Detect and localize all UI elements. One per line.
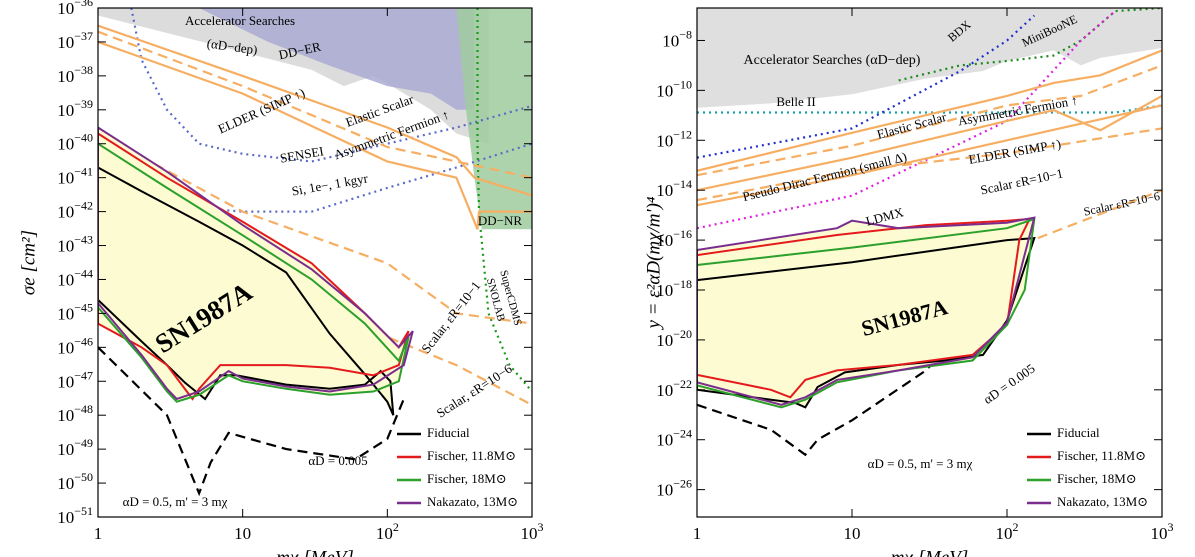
y-tick-label: 10−51 [57, 504, 93, 527]
constraint-curve [697, 64, 1162, 177]
y-tick-label: 10−14 [656, 177, 692, 200]
constraint-curve [697, 127, 1162, 202]
annotation: Belle II [776, 94, 815, 109]
constraint-curve [697, 104, 1162, 207]
y-tick-label: 10−18 [656, 277, 692, 300]
contour [697, 217, 1036, 409]
constraint-curve [697, 94, 1162, 192]
annotation: (αD−dep) [206, 36, 259, 58]
plot-frame [97, 7, 533, 518]
y-tick-label: 10−8 [662, 27, 692, 50]
annotation: Scalar, εR=10−1 [418, 278, 483, 356]
annotation: DD−NR [478, 213, 522, 228]
annotation: αD = 0.5, m' = 3 mχ [868, 456, 973, 471]
contour [98, 126, 414, 401]
panel: 1 10 102 103 10−36 10−37 10−38 10−39 10−40 10−41 1… [18, 0, 543, 557]
y-axis-label: y = ε²αD(mχ/m')⁴ [643, 196, 664, 330]
constraint-curve [476, 8, 532, 393]
constraint-curve [697, 49, 1162, 172]
plot-area [98, 8, 532, 497]
y-tick-label: 10−48 [57, 402, 93, 425]
annotation: Asymmetric Fermion ↑ [957, 93, 1079, 129]
y-tick-label: 10−38 [57, 63, 93, 86]
annotation: Si, 1e−, 1 kgyr [291, 170, 370, 198]
panel: 1 10 102 103 10−8 10−10 10−12 10−14 10−16 10−18 10… [643, 7, 1174, 557]
y-tick-label: 10−44 [57, 266, 93, 289]
excluded-region [456, 8, 532, 230]
annotation: Accelerator Searches [185, 13, 295, 28]
x-tick-label: 1 [693, 524, 702, 543]
x-tick-label: 102 [376, 520, 399, 543]
x-tick-label: 10 [234, 524, 251, 543]
y-tick-label: 10−26 [656, 476, 692, 499]
constraint-curve [697, 189, 1162, 326]
y-tick-label: 10−42 [57, 198, 93, 221]
annotation: αD = 0.005 [308, 453, 367, 468]
constraint-curve [898, 8, 1162, 82]
y-axis-label: σe [cm²] [18, 230, 39, 295]
contour [98, 132, 410, 401]
excluded-region [199, 8, 475, 110]
contour [98, 166, 395, 416]
legend-label: Nakazato, 13M⊙ [1057, 494, 1148, 509]
y-tick-label: 10−37 [57, 29, 93, 52]
y-tick-label: 10−20 [656, 327, 692, 350]
constraint-curve [98, 24, 532, 197]
y-tick-label: 10−40 [57, 130, 93, 153]
x-tick-label: 103 [1151, 520, 1174, 543]
annotation: SENSEI [279, 143, 325, 165]
constraint-curve [98, 30, 532, 179]
constraint-curve [697, 104, 1162, 114]
y-tick-label: 10−41 [57, 164, 93, 187]
y-tick-label: 10−45 [57, 300, 93, 323]
y-tick-label: 10−46 [57, 334, 93, 357]
contour [697, 216, 1036, 406]
legend-label: Fischer, 11.8M⊙ [427, 448, 516, 463]
annotation: ELDER (SIMP ↑) [216, 85, 307, 137]
annotation: Accelerator Searches (αD−dep) [744, 53, 921, 68]
constraint-curve [98, 346, 405, 497]
annotation: αD = 0.005 [981, 361, 1038, 407]
contour [98, 142, 410, 403]
x-tick-label: 103 [521, 520, 544, 543]
y-tick-label: 10−39 [57, 97, 93, 120]
annotation: Scalar, εR=10−6 [434, 361, 515, 421]
legend-label: Fiducial [427, 425, 470, 440]
annotation: αD = 0.5, m' = 3 mχ [123, 494, 228, 509]
constraint-curve [697, 14, 1036, 159]
y-tick-label: 10−47 [57, 368, 93, 391]
legend-label: Fischer, 18M⊙ [427, 471, 507, 486]
legend-label: Fiducial [1057, 425, 1100, 440]
contour-fill [98, 127, 413, 399]
constraint-curve [98, 40, 532, 230]
x-tick-label: 102 [996, 520, 1019, 543]
y-tick-label: 10−22 [656, 377, 692, 400]
contour [697, 217, 1032, 399]
y-tick-label: 10−10 [656, 77, 692, 100]
plot-area [697, 8, 1162, 457]
y-tick-label: 10−16 [656, 227, 692, 250]
y-tick-label: 10−50 [57, 470, 93, 493]
legend-label: Nakazato, 13M⊙ [427, 494, 518, 509]
y-tick-label: 10−49 [57, 436, 93, 459]
y-tick-label: 10−36 [57, 0, 93, 18]
excluded-region [697, 8, 1162, 108]
y-tick-label: 10−24 [656, 426, 692, 449]
plot-frame [696, 7, 1163, 518]
legend-label: Fischer, 11.8M⊙ [1057, 448, 1146, 463]
annotation: Scalar εR=10−6 [1082, 189, 1161, 219]
y-tick-label: 10−43 [57, 232, 93, 255]
y-tick-label: 10−12 [656, 127, 692, 150]
x-tick-label: 1 [94, 524, 103, 543]
x-axis-label: mχ [MeV] [276, 547, 353, 557]
annotation: Scalar εR=10−1 [979, 165, 1064, 197]
x-axis-label: mχ [MeV] [891, 547, 968, 557]
x-tick-label: 10 [844, 524, 861, 543]
constraint-curve [113, 142, 532, 213]
legend-label: Fischer, 18M⊙ [1057, 471, 1137, 486]
annotation: ELDER (SIMP ↑) [967, 136, 1062, 167]
